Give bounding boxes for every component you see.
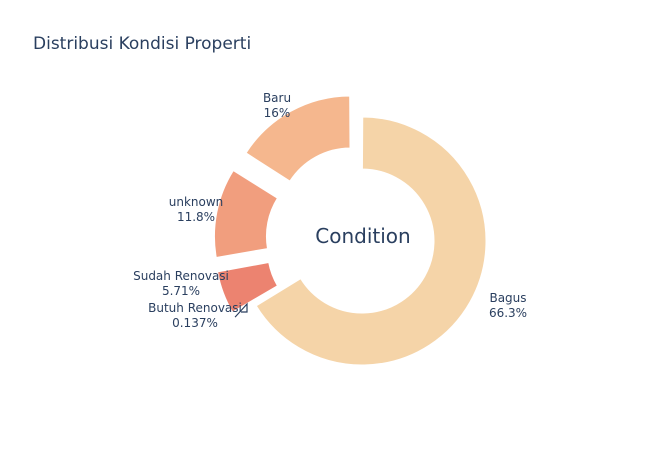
slice-unknown[interactable] [213,169,279,259]
slice-label-baru: Baru 16% [263,91,291,120]
slices-group [213,95,487,366]
chart-title: Distribusi Kondisi Properti [33,34,252,54]
slice-baru[interactable] [245,95,351,182]
slice-label-butuh-renovasi: Butuh Renovasi 0.137% [148,301,242,330]
leader-line [234,302,248,318]
labels-group: Bagus 66.3% Butuh Renovasi 0.137% Sudah Reno… [133,91,527,330]
slice-label-bagus: Bagus 66.3% [489,291,527,320]
slice-sudah-renovasi[interactable] [216,261,279,313]
slice-label-unknown: unknown 11.8% [169,195,224,224]
center-label: Condition [315,224,410,248]
slice-label-sudah-renovasi: Sudah Renovasi 5.71% [133,269,229,298]
slice-butuh-renovasi[interactable] [234,289,281,319]
slice-bagus[interactable] [255,116,487,366]
